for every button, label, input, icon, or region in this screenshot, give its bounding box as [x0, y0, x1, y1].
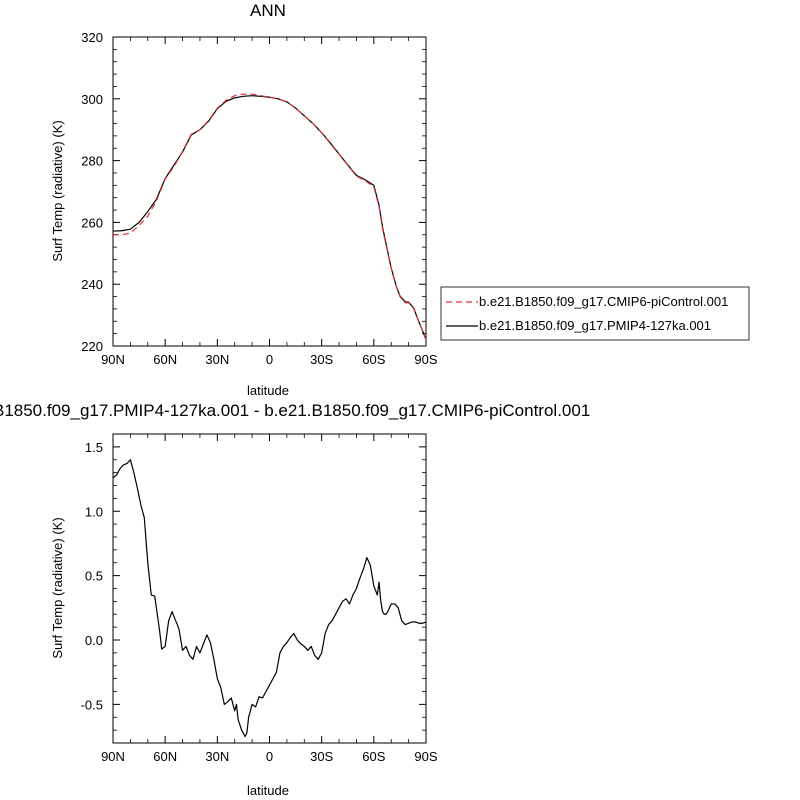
- bottom-chart-title: b.e21.B1850.f09_g17.PMIP4-127ka.001 - b.…: [0, 401, 590, 420]
- bottom-series-line-0: [112, 459, 427, 738]
- bottom-y-tick-label: 1.0: [85, 504, 103, 519]
- top-series-line-1: [112, 95, 427, 341]
- bottom-y-axis-label: Surf Temp (radiative) (K): [50, 517, 65, 658]
- bottom-x-axis-label: latitude: [247, 783, 289, 798]
- bottom-x-tick-label: 0: [266, 749, 273, 764]
- top-y-tick-label: 240: [81, 277, 103, 292]
- legend-label-pmip4-127ka: b.e21.B1850.f09_g17.PMIP4-127ka.001: [479, 318, 711, 333]
- top-y-tick-label: 260: [81, 215, 103, 230]
- top-chart-title: ANN: [250, 1, 286, 20]
- top-series-group: [112, 93, 427, 341]
- bottom-y-tick-label: 0.0: [85, 633, 103, 648]
- bottom-x-tick-label: 60S: [362, 749, 385, 764]
- bottom-ticks: 90N 60N 30N 0 30S 60S 90S -0.5 0.0 0.5 1.0 1.5: [81, 433, 438, 764]
- bottom-x-tick-label: 60N: [153, 749, 177, 764]
- top-x-axis-label: latitude: [247, 383, 289, 398]
- top-series-line-0: [113, 93, 427, 341]
- bottom-x-tick-label: 90S: [414, 749, 437, 764]
- bottom-y-tick-label: 0.5: [85, 569, 103, 584]
- top-x-tick-label: 60N: [153, 352, 177, 367]
- top-y-tick-label: 320: [81, 30, 103, 45]
- top-x-tick-label: 30N: [205, 352, 229, 367]
- top-y-tick-label: 300: [81, 92, 103, 107]
- bottom-x-tick-label: 90N: [101, 749, 125, 764]
- top-x-tick-label: 0: [266, 352, 273, 367]
- legend-box: [440, 286, 750, 341]
- bottom-x-tick-label: 30N: [205, 749, 229, 764]
- top-x-tick-label: 60S: [362, 352, 385, 367]
- bottom-panel: b.e21.B1850.f09_g17.PMIP4-127ka.001 - b.…: [0, 401, 590, 798]
- top-y-tick-label: 220: [81, 339, 103, 354]
- top-ticks: 90N 60N 30N 0 30S 60S 90S 220 240 260 280 300 320: [81, 30, 438, 367]
- top-y-tick-label: 280: [81, 154, 103, 169]
- bottom-x-tick-label: 30S: [310, 749, 333, 764]
- bottom-y-tick-label: 1.5: [85, 440, 103, 455]
- top-panel: ANN 90N 60N 30N 0 30S 60S 90S 220 240 260 280 300 32…: [50, 1, 750, 398]
- top-x-tick-label: 30S: [310, 352, 333, 367]
- legend: b.e21.B1850.f09_g17.CMIP6-piControl.001 …: [440, 286, 750, 341]
- top-x-tick-label: 90S: [414, 352, 437, 367]
- top-x-tick-label: 90N: [101, 352, 125, 367]
- bottom-y-tick-label: -0.5: [81, 697, 103, 712]
- top-y-axis-label: Surf Temp (radiative) (K): [50, 120, 65, 261]
- bottom-series-group: [112, 459, 427, 738]
- legend-label-cmip6-picontrol: b.e21.B1850.f09_g17.CMIP6-piControl.001: [479, 294, 728, 309]
